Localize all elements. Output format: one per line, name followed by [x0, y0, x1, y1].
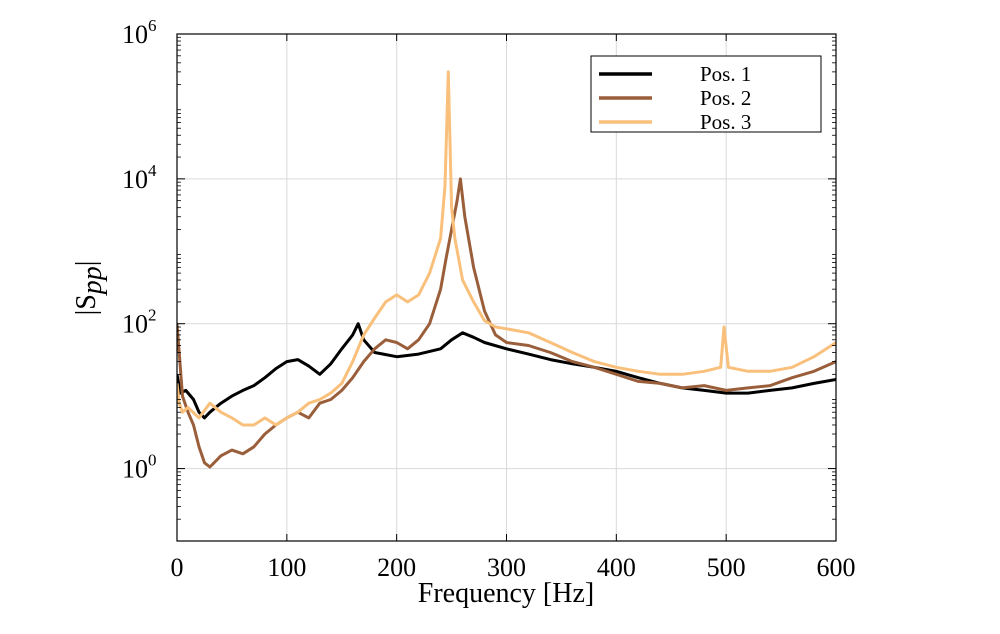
y-tick-label: 100: [122, 451, 157, 484]
legend-label-pos-2: Pos. 2: [700, 86, 751, 110]
x-tick-label: 400: [597, 553, 636, 582]
x-tick-label: 200: [377, 553, 416, 582]
x-tick-labels: 0 100 200 300 400 500 600: [171, 553, 856, 582]
x-tick-label: 500: [707, 553, 746, 582]
y-tick-labels: 100 102 104 106: [122, 16, 157, 484]
x-tick-label: 100: [267, 553, 306, 582]
series-line-pos-2: [177, 177, 836, 469]
x-tick-label: 0: [171, 553, 184, 582]
x-axis-title: Frequency [Hz]: [418, 578, 594, 609]
legend-box: [590, 55, 822, 133]
y-axis-title-main: |S: [71, 294, 102, 315]
x-tick-label: 300: [487, 553, 526, 582]
y-tick-label: 102: [122, 306, 157, 339]
legend-label-pos-1: Pos. 1: [700, 62, 751, 86]
y-tick-label: 104: [122, 161, 157, 194]
series-line-pos-3: [177, 70, 836, 427]
y-axis-title: |Spp|: [71, 261, 108, 316]
y-axis-title-close: |: [71, 261, 102, 267]
axis-ticks: [176, 33, 837, 541]
y-axis-title-sub: pp: [77, 266, 108, 296]
legend-label-pos-3: Pos. 3: [700, 110, 751, 134]
x-tick-label: 600: [817, 553, 856, 582]
series-lines: [177, 70, 836, 469]
y-tick-label: 106: [122, 16, 157, 49]
